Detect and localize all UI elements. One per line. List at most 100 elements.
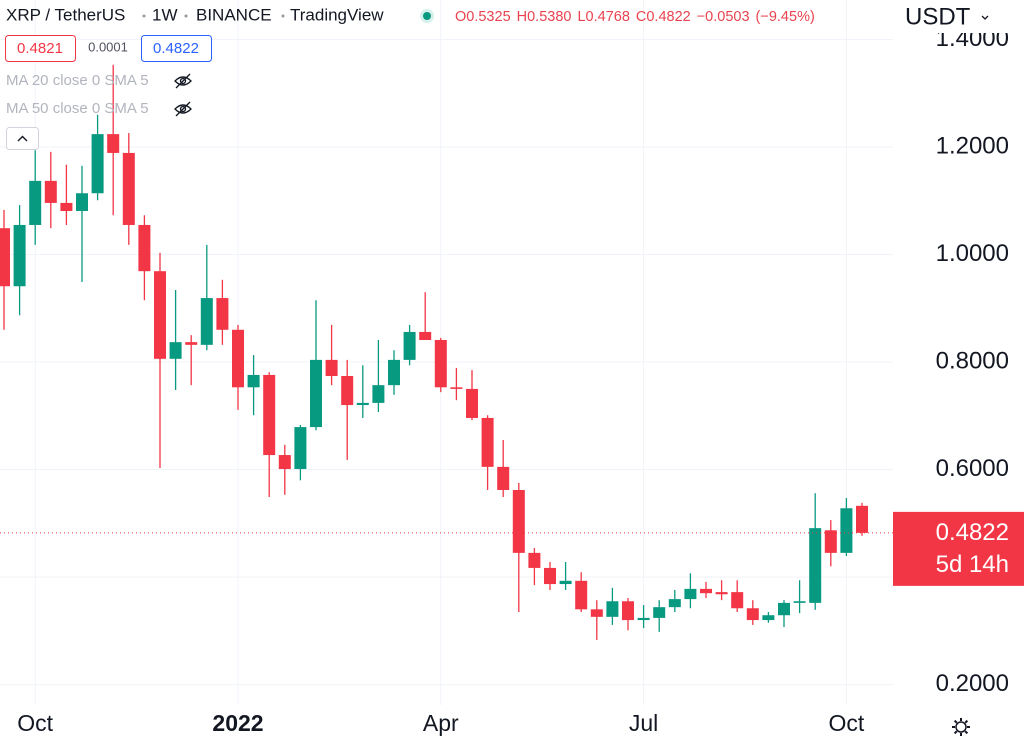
visibility-toggle[interactable] <box>174 101 192 117</box>
gear-tooth <box>964 730 969 735</box>
y-tick-label: 1.0000 <box>936 240 1009 267</box>
last-price-label: 0.4822 <box>936 519 1009 546</box>
candle-body <box>824 530 837 553</box>
candle-body <box>622 601 634 621</box>
candle-body <box>606 601 619 617</box>
candle-body <box>294 427 307 470</box>
candle-body <box>762 615 775 621</box>
ohlc-item: C0.4822 <box>636 9 691 25</box>
candle-body <box>13 224 26 287</box>
bid-price[interactable]: 0.4821 <box>17 40 63 57</box>
candle-body <box>450 387 463 389</box>
candle-body <box>481 417 494 467</box>
candle-body <box>76 193 88 211</box>
ohlc-item: L0.4768 <box>577 9 629 25</box>
candle-body <box>247 374 260 388</box>
visibility-toggle[interactable] <box>174 73 192 89</box>
ohlc-item: (−9.45%) <box>756 9 815 25</box>
candle-body <box>388 359 400 386</box>
candle-body <box>169 342 182 359</box>
candle-body <box>372 385 385 403</box>
candle-body <box>263 374 276 456</box>
y-tick-label: 0.8000 <box>936 347 1009 374</box>
candle-body <box>200 298 213 345</box>
candle-body <box>497 466 510 490</box>
eye-pupil <box>179 77 187 85</box>
candle-body <box>715 592 728 595</box>
header-text: 1W <box>152 5 178 24</box>
candle-body <box>575 580 588 610</box>
gear-tooth <box>964 719 969 724</box>
candle-body <box>154 271 166 359</box>
candle-body <box>310 359 322 428</box>
candle-body <box>325 359 338 377</box>
candle-body <box>856 505 868 533</box>
header-text: TradingView <box>290 5 384 24</box>
y-tick-label: 0.6000 <box>936 455 1009 482</box>
y-tick-label: 0.2000 <box>936 670 1009 697</box>
separator-dot <box>184 14 188 18</box>
candles <box>0 64 893 640</box>
gear-tooth <box>953 730 958 735</box>
candle-body <box>138 224 151 272</box>
indicator-label: MA 50 close 0 SMA 5 <box>6 100 149 117</box>
candle-body <box>216 298 229 330</box>
candle-body <box>746 608 759 621</box>
countdown-label: 5d 14h <box>936 551 1009 578</box>
candle-body <box>559 580 572 585</box>
candle-body <box>840 508 853 553</box>
eye-pupil <box>179 105 187 113</box>
candle-body <box>684 588 697 600</box>
candle-body <box>544 567 556 585</box>
status-dot <box>423 12 431 20</box>
separator-dot <box>281 14 285 18</box>
candle-body <box>528 552 541 568</box>
candle-body <box>29 180 42 225</box>
ask-price[interactable]: 0.4822 <box>153 40 199 57</box>
candle-body <box>419 331 432 341</box>
candle-body <box>356 402 369 406</box>
collapse-chevron <box>17 135 28 142</box>
header-text: BINANCE <box>196 5 272 24</box>
candle-body <box>590 609 603 617</box>
eye-slash <box>175 101 191 117</box>
overlay: Oct 2022 Apr Jul Oct XRP / TetherUS 1W BINANCE T… <box>5 5 865 736</box>
currency-label[interactable]: USDT <box>905 3 971 30</box>
collapse-button[interactable] <box>6 127 39 150</box>
ohlc-item: −0.0503 <box>697 9 750 25</box>
candle-body <box>700 588 712 594</box>
gear-ring <box>955 721 967 733</box>
header-text: XRP / TetherUS <box>6 5 125 24</box>
gear-tooth <box>953 719 958 724</box>
currency-dropdown <box>981 15 989 20</box>
candle-body <box>44 180 57 203</box>
candle-body <box>91 134 104 194</box>
x-tick-label: Apr <box>423 710 459 736</box>
candle-body <box>107 134 120 153</box>
candle-body <box>341 376 354 406</box>
y-tick-label: 1.2000 <box>936 132 1009 159</box>
candle-body <box>122 152 135 225</box>
x-tick-label: 2022 <box>212 710 263 736</box>
candle-body <box>731 592 744 609</box>
x-tick-label: Jul <box>629 710 658 736</box>
spread: 0.0001 <box>88 39 128 54</box>
candle-body <box>232 329 244 388</box>
price-axis: 0.20000.40000.60000.80001.00001.20001.40… <box>893 0 1024 751</box>
bid-box[interactable] <box>5 35 76 62</box>
settings-button[interactable] <box>952 718 970 736</box>
ask-box[interactable] <box>141 35 212 62</box>
candle-body <box>60 202 73 211</box>
candle-body <box>185 342 198 345</box>
eye-slash <box>175 73 191 89</box>
separator-dot <box>142 14 146 18</box>
candle-body <box>793 601 806 603</box>
candle-body <box>512 489 525 553</box>
candle-body <box>403 331 416 360</box>
candle-body <box>653 607 666 618</box>
currency-background <box>893 0 1024 33</box>
candle-body <box>668 599 681 608</box>
candle-body <box>434 340 447 388</box>
axis-background <box>893 0 1024 751</box>
